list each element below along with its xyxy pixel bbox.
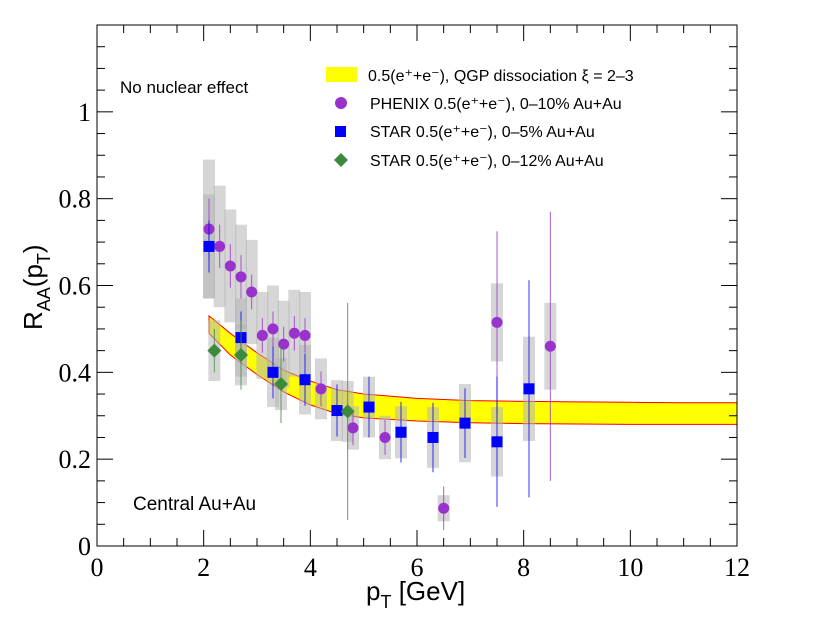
star-0-5-data-point <box>203 240 215 252</box>
star-0-12-data-point <box>234 347 248 362</box>
star-0-5-data-point <box>491 436 503 448</box>
star-0-5-data-point <box>523 383 535 395</box>
y-axis-label-sub: AA <box>34 287 54 311</box>
phenix-data-point <box>347 422 359 434</box>
star-0-5-data-point <box>395 426 407 438</box>
star-0-5-data-point <box>459 417 471 429</box>
axis-tick-labels: 0 2 4 6 8 10 12 0 0.2 0.4 0.6 0.8 1 <box>59 98 751 582</box>
y-axis-label-mid: (p <box>18 264 48 287</box>
x-tick-label: 2 <box>197 553 210 582</box>
annotation-no-nuclear-effect: No nuclear effect <box>120 78 248 97</box>
phenix-data-point <box>224 260 236 272</box>
x-axis-label-rest: [GeV] <box>391 576 465 606</box>
legend-band-swatch <box>326 67 357 82</box>
star-0-5-data-point <box>427 431 439 443</box>
data-points-layer <box>203 159 557 530</box>
x-tick-label: 6 <box>411 553 424 582</box>
x-tick-label: 12 <box>724 553 750 582</box>
y-axis-label-end: ) <box>18 244 48 253</box>
legend-star-square-icon <box>335 126 346 137</box>
x-axis-label-sub: T <box>380 592 391 612</box>
legend-phenix-circle-icon <box>335 97 347 109</box>
legend-star-diamond-icon <box>334 153 348 167</box>
star-0-5-data-point <box>331 405 343 417</box>
phenix-data-point <box>235 271 247 283</box>
annotation-central-au-au: Central Au+Au <box>133 494 256 515</box>
phenix-data-point <box>288 327 300 339</box>
star-0-5-data-point <box>363 401 375 413</box>
legend-label-star-0-5: STAR 0.5(e⁺+e⁻), 0–5% Au+Au <box>370 124 595 141</box>
x-tick-label: 8 <box>517 553 530 582</box>
phenix-data-point <box>267 323 279 335</box>
y-tick-label: 0.2 <box>59 445 92 474</box>
phenix-data-point <box>379 431 391 443</box>
y-axis-label-main: R <box>18 311 48 330</box>
phenix-data-point <box>491 316 503 328</box>
phenix-data-point <box>438 502 450 514</box>
x-tick-label: 10 <box>617 553 643 582</box>
axis-ticks <box>96 24 738 547</box>
y-tick-label: 0 <box>78 532 91 561</box>
x-axis-label-main: p <box>366 576 380 606</box>
legend-label-star-0-12: STAR 0.5(e⁺+e⁻), 0–12% Au+Au <box>370 153 604 170</box>
star-0-12-data-point <box>274 377 288 392</box>
x-tick-label: 0 <box>91 553 104 582</box>
y-tick-label: 0.6 <box>59 272 92 301</box>
phenix-data-point <box>278 338 290 350</box>
legend-label-band: 0.5(e⁺+e⁻), QGP dissociation ξ = 2–3 <box>368 68 634 85</box>
plot-area <box>203 159 737 530</box>
phenix-data-point <box>544 340 556 352</box>
star-0-5-data-point <box>299 374 311 386</box>
y-axis-label-sub2: T <box>34 253 54 264</box>
legend-label-phenix: PHENIX 0.5(e⁺+e⁻), 0–10% Au+Au <box>370 96 622 113</box>
y-tick-label: 1 <box>78 98 91 127</box>
phenix-data-point <box>246 286 258 298</box>
star-0-12-data-point <box>340 404 355 419</box>
star-0-12-data-point <box>207 343 222 358</box>
phenix-data-point <box>315 383 327 395</box>
x-tick-label: 4 <box>304 553 317 582</box>
y-tick-label: 0.4 <box>59 358 92 387</box>
y-axis-label: RAA(pT) <box>18 244 54 330</box>
phenix-data-point <box>299 329 311 341</box>
legend: 0.5(e⁺+e⁻), QGP dissociation ξ = 2–3 PHE… <box>326 67 634 170</box>
y-tick-label: 0.8 <box>59 185 92 214</box>
phenix-data-point <box>214 240 226 252</box>
x-axis-label: pT [GeV] <box>366 576 465 612</box>
phenix-data-point <box>256 329 268 341</box>
star-0-5-data-point <box>267 366 279 378</box>
